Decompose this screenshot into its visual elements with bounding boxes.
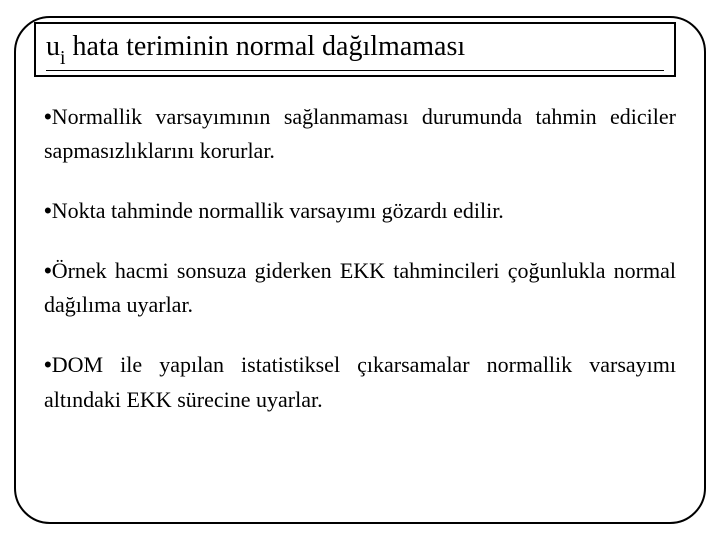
bullet-paragraph: •Örnek hacmi sonsuza giderken EKK tahmin… — [44, 254, 676, 322]
bullet-glyph: • — [44, 258, 52, 283]
bullet-paragraph: •Nokta tahminde normallik varsayımı göza… — [44, 194, 676, 228]
title-text: ui hata teriminin normal dağılmaması — [46, 30, 664, 68]
bullet-text: Örnek hacmi sonsuza giderken EKK tahminc… — [44, 258, 676, 317]
slide: ui hata teriminin normal dağılmaması •No… — [0, 0, 720, 540]
title-pre: u — [46, 31, 60, 62]
body-text: •Normallik varsayımının sağlanmaması dur… — [44, 100, 676, 504]
bullet-text: Normallik varsayımının sağlanmaması duru… — [44, 104, 676, 163]
bullet-text: Nokta tahminde normallik varsayımı gözar… — [52, 198, 504, 223]
title-underline — [46, 70, 664, 71]
title-post: hata teriminin normal dağılmaması — [65, 31, 465, 62]
bullet-paragraph: •Normallik varsayımının sağlanmaması dur… — [44, 100, 676, 168]
title-box: ui hata teriminin normal dağılmaması — [34, 22, 676, 77]
title-subscript: i — [60, 48, 65, 69]
bullet-text: DOM ile yapılan istatistiksel çıkarsamal… — [44, 352, 676, 411]
bullet-glyph: • — [44, 104, 52, 129]
bullet-paragraph: •DOM ile yapılan istatistiksel çıkarsama… — [44, 348, 676, 416]
bullet-glyph: • — [44, 352, 52, 377]
bullet-glyph: • — [44, 198, 52, 223]
